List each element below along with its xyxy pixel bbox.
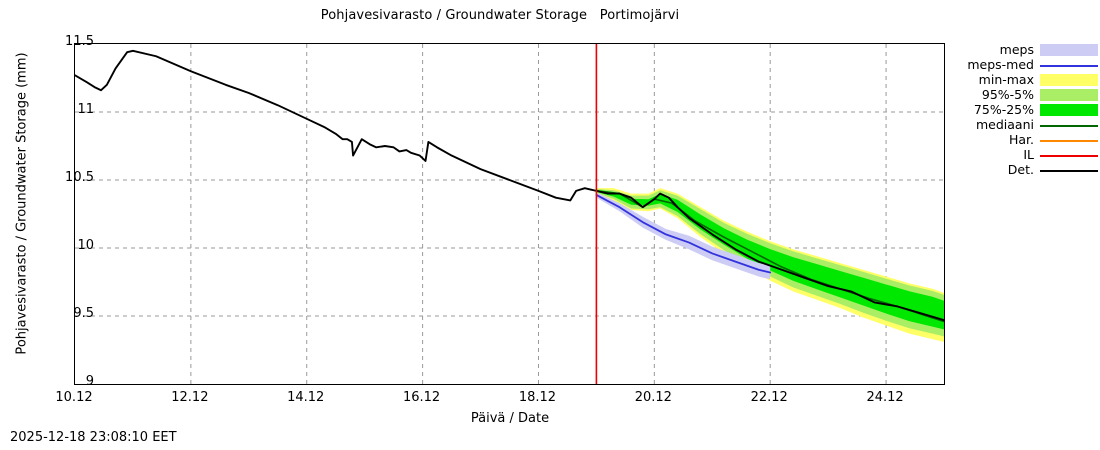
x-tick-label: 24.12 [866,390,904,405]
legend-swatch [1040,149,1098,161]
series-line-Det [75,49,944,322]
y-tick-label: 9 [85,374,94,389]
band-meps [596,192,771,280]
legend-label: meps-med [967,57,1034,72]
legend-label: IL [1023,147,1034,162]
legend-item-det[interactable]: Det. [958,162,1098,177]
legend-label: meps [999,42,1034,57]
x-tick-label: 22.12 [750,390,788,405]
legend-label: min-max [978,72,1034,87]
legend-swatch [1040,119,1098,131]
y-tick-label: 10.5 [65,170,94,185]
legend-item-har[interactable]: Har. [958,132,1098,147]
legend-item-mediaani[interactable]: mediaani [958,117,1098,132]
legend-swatch [1040,103,1098,116]
x-tick-label: 20.12 [634,390,672,405]
x-tick-label: 14.12 [287,390,325,405]
x-tick-label: 18.12 [518,390,557,405]
x-tick-label: 12.12 [171,390,209,405]
series-line-meps-med [595,194,772,274]
legend-swatch [1040,43,1098,56]
chart-legend: meps meps-med min-max 95%-5% 75%-25% mediaani… [958,42,1098,177]
legend-item-min-max[interactable]: min-max [958,72,1098,87]
y-tick-label: 9.5 [73,306,94,321]
y-tick-label: 11 [77,102,94,117]
legend-swatch [1040,164,1098,176]
legend-swatch [1040,134,1098,146]
legend-label: 95%-5% [981,87,1034,102]
legend-label: Har. [1008,132,1034,147]
chart-title: Pohjavesivarasto / Groundwater Storage P… [320,8,680,23]
x-tick-label: 10.12 [55,390,93,405]
legend-item-il[interactable]: IL [958,147,1098,162]
x-tick-label: 16.12 [402,390,441,405]
legend-swatch [1040,73,1098,86]
y-tick-label: 10 [77,238,94,253]
legend-swatch [1040,88,1098,101]
legend-item-meps[interactable]: meps [958,42,1098,57]
x-axis-label: Päivä / Date [470,411,550,426]
plot-canvas [75,44,944,384]
legend-swatch [1040,59,1098,71]
legend-item-75-25[interactable]: 75%-25% [958,102,1098,117]
timestamp-label: 2025-12-18 23:08:10 EET [10,430,177,445]
legend-item-95-5[interactable]: 95%-5% [958,87,1098,102]
legend-label: 75%-25% [973,102,1034,117]
legend-label: Det. [1007,162,1034,177]
legend-label: mediaani [976,117,1034,132]
plot-area [74,43,945,385]
legend-item-meps-med[interactable]: meps-med [958,57,1098,72]
y-tick-label: 11.5 [65,34,94,49]
